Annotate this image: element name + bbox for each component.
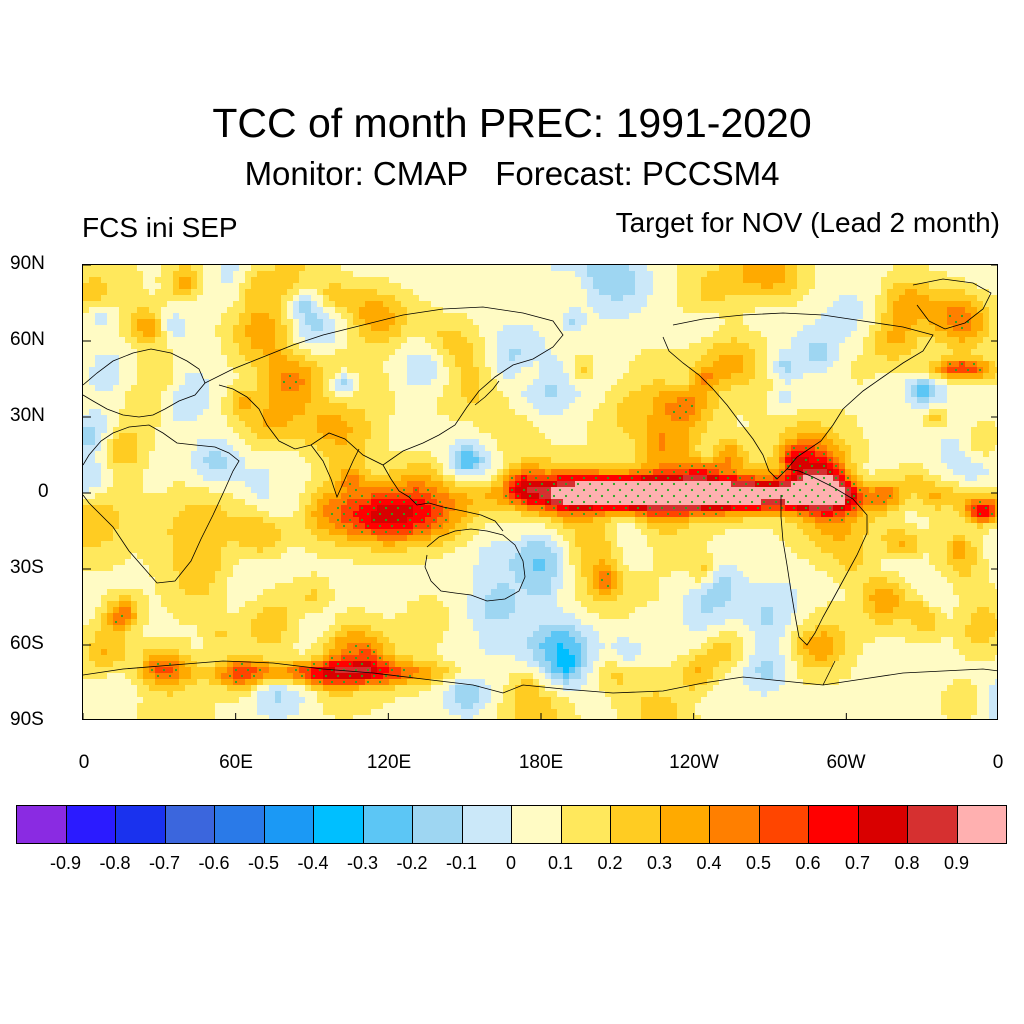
correlation-map bbox=[82, 264, 998, 720]
colorbar-label: 0.6 bbox=[795, 853, 821, 873]
colorbar-label: -0.9 bbox=[49, 853, 82, 873]
coastline-europe bbox=[83, 348, 206, 418]
colorbar-label: 0.5 bbox=[745, 853, 772, 873]
colorbar-box bbox=[956, 805, 1007, 844]
colorbar-box bbox=[907, 805, 958, 844]
coastline-antarctic-peninsula bbox=[822, 660, 836, 686]
lon-label-120w: 120W bbox=[669, 752, 719, 773]
colorbar-label: 0.1 bbox=[547, 853, 574, 873]
colorbar-label: -0.8 bbox=[99, 853, 131, 873]
lat-label-90n: 90N bbox=[10, 253, 45, 274]
lat-label-60s: 60S bbox=[10, 633, 44, 654]
colorbar-box bbox=[461, 805, 512, 844]
colorbar-box bbox=[560, 805, 611, 844]
coastline-india bbox=[310, 444, 360, 499]
figure-title: TCC of month PREC: 1991-2020 bbox=[212, 100, 812, 146]
colorbar-box bbox=[808, 805, 859, 844]
colorbar-label: 0.9 bbox=[943, 853, 970, 873]
colorbar-box bbox=[610, 805, 661, 844]
colorbar-box bbox=[362, 805, 413, 844]
colorbar-label: -0.5 bbox=[247, 853, 280, 873]
colorbar-label: -0.3 bbox=[346, 853, 379, 873]
colorbar-label: 0 bbox=[505, 853, 516, 873]
target-label: Target for NOV (Lead 2 month) bbox=[615, 207, 1000, 238]
colorbar-label: -0.1 bbox=[445, 853, 478, 873]
lon-label-180e: 180E bbox=[518, 752, 564, 773]
colorbar-box bbox=[758, 805, 809, 844]
coastline-japan bbox=[474, 380, 500, 406]
lat-label-90s: 90S bbox=[10, 709, 44, 730]
colorbar-box bbox=[709, 805, 760, 844]
correlation-field bbox=[83, 265, 997, 719]
colorbar-box bbox=[511, 805, 562, 844]
lat-label-eq: 0 bbox=[38, 481, 49, 502]
colorbar-box bbox=[412, 805, 463, 844]
lon-label-60e: 60E bbox=[219, 752, 253, 773]
figure-subtitle: Monitor: CMAP Forecast: PCCSM4 bbox=[244, 155, 780, 192]
coastline-greenland bbox=[912, 278, 992, 330]
colorbar-label: -0.2 bbox=[396, 853, 428, 873]
colorbar-box bbox=[263, 805, 314, 844]
coastline-antarctica bbox=[83, 660, 997, 694]
colorbar-box bbox=[164, 805, 215, 844]
colorbar-box bbox=[857, 805, 908, 844]
coastline-south-america bbox=[780, 468, 868, 646]
coastline-asia bbox=[204, 306, 564, 466]
coastline-europe-africa bbox=[83, 424, 240, 584]
colorbar-label: -0.6 bbox=[198, 853, 230, 873]
colorbar-box bbox=[115, 805, 166, 844]
lon-label-60w: 60W bbox=[826, 752, 866, 773]
lat-label-30n: 30N bbox=[10, 405, 45, 426]
lon-label-0-right: 0 bbox=[992, 752, 1004, 773]
colorbar-box bbox=[65, 805, 116, 844]
colorbar-label: 0.7 bbox=[844, 853, 871, 873]
lon-label-120e: 120E bbox=[366, 752, 412, 773]
colorbar-label: 0.3 bbox=[646, 853, 673, 873]
init-label: FCS ini SEP bbox=[82, 212, 238, 243]
lon-label-0: 0 bbox=[78, 752, 90, 773]
lat-label-60n: 60N bbox=[10, 329, 45, 350]
coastline-north-america bbox=[662, 312, 934, 480]
colorbar-label: 0.4 bbox=[696, 853, 722, 873]
coastline-seasia bbox=[382, 464, 504, 532]
coastlines bbox=[83, 278, 997, 694]
colorbar-box bbox=[214, 805, 265, 844]
colorbar-label: -0.4 bbox=[297, 853, 329, 873]
colorbar-box bbox=[16, 805, 67, 844]
lat-label-30s: 30S bbox=[10, 557, 44, 578]
colorbar-label: 0.8 bbox=[894, 853, 920, 873]
map-field-layer bbox=[83, 265, 997, 719]
colorbar-box bbox=[313, 805, 364, 844]
significance-stipple bbox=[114, 314, 994, 684]
colorbar-label: -0.7 bbox=[148, 853, 181, 873]
coastline-australia bbox=[424, 528, 526, 602]
colorbar bbox=[16, 805, 1007, 844]
colorbar-label: 0.2 bbox=[597, 853, 623, 873]
colorbar-box bbox=[659, 805, 710, 844]
